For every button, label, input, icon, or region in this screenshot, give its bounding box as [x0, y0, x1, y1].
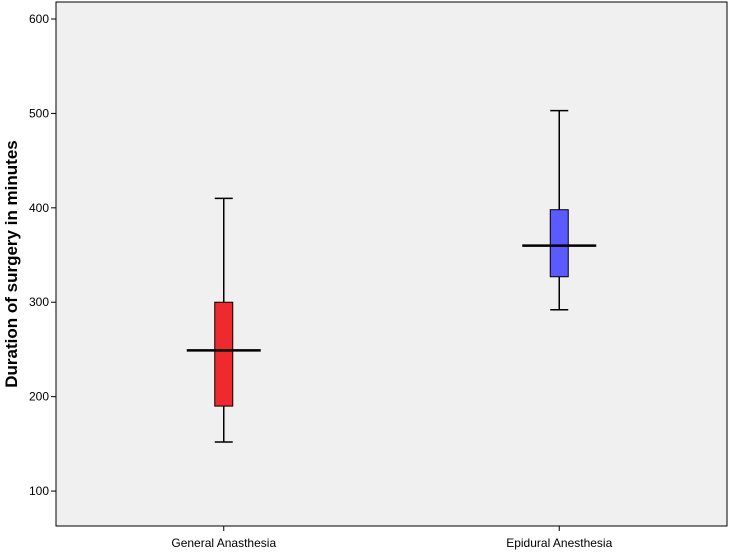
- y-tick-label: 300: [29, 295, 49, 309]
- box-epidural-anesthesia: [522, 109, 597, 311]
- iqr-box: [549, 209, 569, 278]
- y-tick-label: 500: [29, 106, 49, 120]
- y-axis-label: Duration of surgery in minutes: [2, 140, 21, 387]
- y-tick-label: 200: [29, 390, 49, 404]
- boxes: [186, 109, 597, 443]
- y-tick-label: 400: [29, 201, 49, 215]
- x-category-label: General Anasthesia: [171, 536, 276, 550]
- plot-area: [55, 1, 728, 527]
- y-axis: 100 200 300 400 500 600: [29, 12, 56, 498]
- x-category-label: Epidural Anesthesia: [506, 536, 612, 550]
- y-tick-label: 100: [29, 484, 49, 498]
- x-axis: General Anasthesia Epidural Anesthesia: [171, 526, 613, 550]
- box-general-anasthesia: [186, 197, 261, 443]
- iqr-box: [214, 301, 234, 407]
- y-tick-label: 600: [29, 12, 49, 26]
